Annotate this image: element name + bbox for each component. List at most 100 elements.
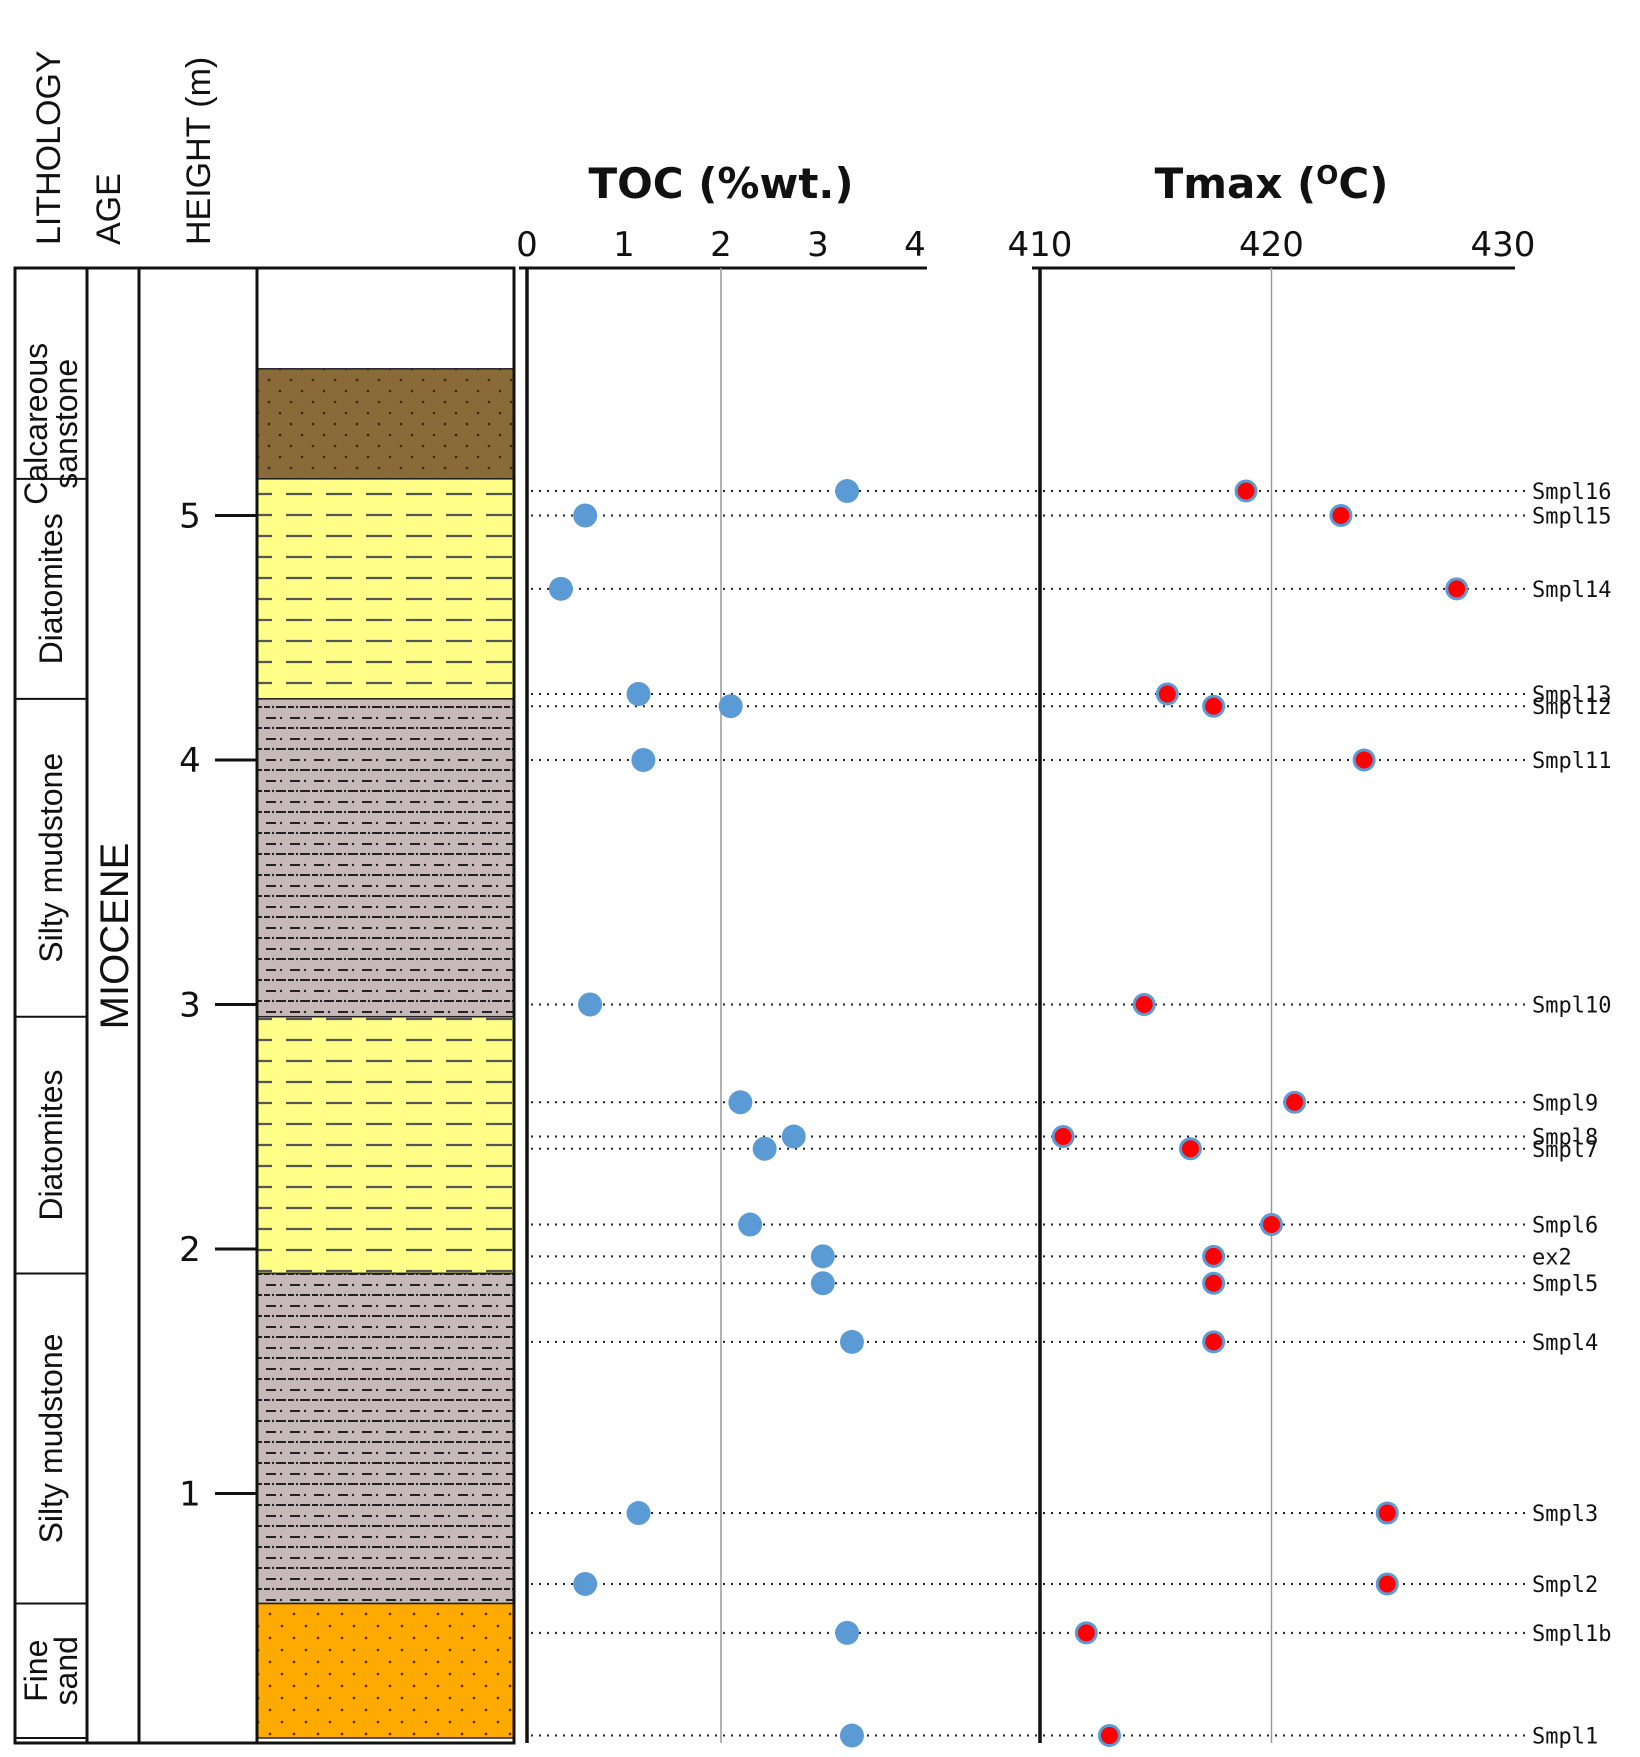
sample-label-Smpl8: Smpl8 [1532, 1126, 1598, 1151]
toc-point-Smpl11 [631, 748, 656, 772]
lithology-label-line: Diatomites [33, 1070, 69, 1221]
toc-point-Smpl10 [578, 992, 603, 1017]
tmax-point-Smpl9 [1283, 1090, 1307, 1114]
panel-title-tmax: Tmax (OC) [1155, 159, 1389, 208]
lithology-label-line: Diatomites [33, 513, 69, 664]
panel-tick-label-tmax: 420 [1239, 225, 1304, 265]
sample-label-Smpl10: Smpl10 [1532, 994, 1611, 1019]
toc-point-Smpl16 [835, 479, 860, 504]
sample-label-Smpl9: Smpl9 [1532, 1091, 1598, 1116]
sample-guide-lines [531, 490, 1525, 1737]
panel-title-end: C) [1338, 159, 1388, 208]
unit-pattern-silty_mudstone [256, 698, 515, 1018]
tmax-point-Smpl4 [1202, 1330, 1226, 1354]
tmax-point-Smpl1b [1074, 1621, 1098, 1645]
sample-label-ex2: ex2 [1532, 1245, 1572, 1270]
panel-tick-label-toc: 2 [710, 225, 732, 265]
toc-point-ex2 [810, 1244, 835, 1269]
tmax-point-Smpl13 [1155, 682, 1179, 706]
toc-point-Smpl13 [626, 681, 651, 706]
tmax-point-Smpl2 [1375, 1572, 1399, 1596]
panel-tick-label-tmax: 430 [1471, 225, 1536, 265]
sample-label-Smpl11: Smpl11 [1532, 749, 1611, 774]
lithology-label-line: sanstone [48, 359, 84, 489]
toc-point-Smpl7 [752, 1136, 777, 1161]
sample-label-Smpl7: Smpl7 [1532, 1138, 1598, 1163]
header-lithology: LITHOLOGY [30, 50, 68, 245]
sample-label-Smpl2: Smpl2 [1532, 1573, 1598, 1598]
toc-point-Smpl9 [728, 1090, 753, 1115]
height-tick-label: 4 [179, 741, 201, 781]
tmax-point-Smpl12 [1202, 694, 1226, 718]
height-axis: 1 2 3 4 5 [179, 497, 257, 1515]
header-age: AGE [90, 173, 128, 245]
lithology-label-line: Silty mudstone [33, 753, 69, 963]
lithology-label-line: sand [48, 1636, 84, 1705]
toc-point-Smpl6 [738, 1212, 763, 1237]
unit-pattern-fine_sand [256, 1602, 515, 1739]
tmax-point-Smpl3 [1375, 1501, 1399, 1525]
tmax-point-Smpl14 [1445, 577, 1469, 601]
unit-pattern-diatomites [256, 1015, 515, 1275]
lithology-label-diatomites: Diatomites [33, 1070, 69, 1221]
lithology-label-line: Silty mudstone [33, 1334, 69, 1544]
toc-point-Smpl1b [835, 1620, 860, 1645]
tmax-point-Smpl8 [1051, 1125, 1075, 1149]
tmax-point-Smpl11 [1352, 748, 1376, 772]
tmax-point-Smpl15 [1329, 504, 1353, 527]
tmax-point-Smpl5 [1202, 1271, 1226, 1295]
height-tick-label: 2 [179, 1230, 201, 1270]
sample-label-Smpl1b: Smpl1b [1532, 1622, 1611, 1647]
toc-point-Smpl5 [810, 1271, 835, 1296]
tmax-point-Smpl1 [1097, 1724, 1121, 1748]
sample-label-Smpl6: Smpl6 [1532, 1214, 1598, 1239]
lithology-label-silty_mudstone: Silty mudstone [33, 753, 69, 963]
tmax-point-Smpl10 [1132, 993, 1156, 1016]
tmax-point-Smpl7 [1178, 1137, 1202, 1161]
panel-title-sup: O [1316, 161, 1338, 191]
toc-point-Smpl8 [781, 1124, 806, 1149]
panel-tick-label-toc: 1 [613, 225, 635, 265]
sample-label-Smpl16: Smpl16 [1532, 480, 1611, 505]
toc-point-Smpl2 [573, 1571, 598, 1596]
age-label: MIOCENE [93, 843, 137, 1030]
sample-label-Smpl1: Smpl1 [1532, 1725, 1598, 1750]
toc-point-Smpl15 [573, 503, 598, 528]
plot-panels: TOC (%wt.) 0 1 2 3 4 Tmax (OC) 410 420 430 [516, 159, 1535, 1743]
panel-title-toc: TOC (%wt.) [588, 159, 853, 208]
tmax-point-Smpl6 [1260, 1213, 1283, 1237]
sample-label-Smpl14: Smpl14 [1532, 578, 1611, 603]
lithology-label-line: Fine [18, 1640, 54, 1702]
lithology-label-diatomites: Diatomites [33, 513, 69, 664]
unit-pattern-diatomites [256, 478, 515, 700]
toc-point-Smpl1 [839, 1723, 864, 1748]
toc-point-Smpl14 [548, 576, 573, 601]
sample-label-Smpl12: Smpl12 [1532, 695, 1611, 720]
height-tick-label: 1 [179, 1475, 201, 1515]
sample-label-Smpl15: Smpl15 [1532, 505, 1611, 530]
panel-tick-label-toc: 0 [516, 225, 538, 265]
panel-title-main: Tmax ( [1155, 159, 1317, 208]
toc-point-Smpl12 [718, 694, 743, 719]
stratigraphic-column [255, 266, 516, 1745]
unit-pattern-silty_mudstone [256, 1272, 515, 1605]
panel-tick-label-toc: 4 [904, 225, 926, 265]
sample-label-Smpl3: Smpl3 [1532, 1502, 1598, 1527]
sample-label-Smpl5: Smpl5 [1532, 1272, 1598, 1297]
lithology-dividers [15, 477, 87, 1739]
panel-tick-label-tmax: 410 [1008, 225, 1073, 265]
tmax-point-Smpl16 [1234, 479, 1258, 503]
lithology-label-line: Calcareous [18, 343, 54, 505]
panel-tick-label-toc: 3 [807, 225, 829, 265]
sample-label-Smpl13: Smpl13 [1532, 683, 1611, 708]
tmax-point-ex2 [1202, 1244, 1226, 1268]
toc-point-Smpl4 [839, 1329, 864, 1354]
height-tick-label: 5 [179, 497, 201, 537]
toc-point-Smpl3 [626, 1501, 651, 1526]
header-height: HEIGHT (m) [180, 57, 218, 245]
